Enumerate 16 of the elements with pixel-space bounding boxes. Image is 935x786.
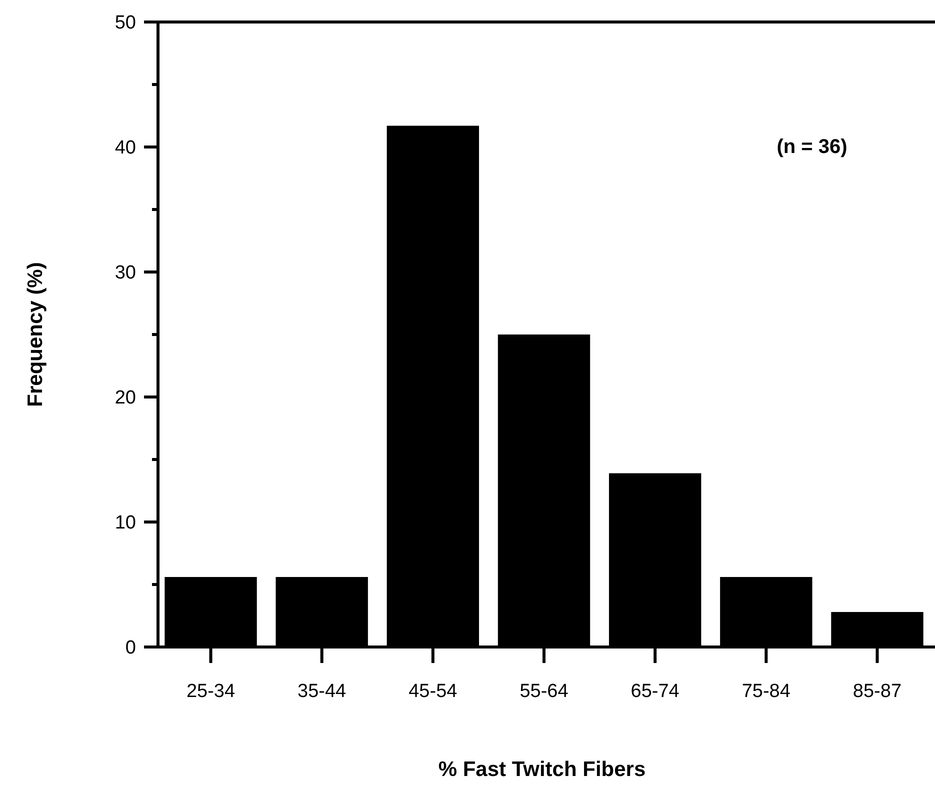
- x-tick-label: 25-34: [186, 681, 236, 702]
- x-tick-label: 65-74: [630, 681, 680, 702]
- y-tick-label: 40: [114, 138, 136, 159]
- y-tick-label: 0: [125, 638, 136, 659]
- x-tick-label: 55-64: [520, 681, 569, 702]
- x-axis-title: % Fast Twitch Fibers: [438, 758, 646, 781]
- x-tick-label: 45-54: [408, 681, 458, 702]
- y-axis-title: Frequency (%): [24, 262, 47, 407]
- annotation: (n = 36): [776, 136, 848, 158]
- x-tick-label: 75-84: [742, 681, 791, 702]
- y-tick-label: 20: [114, 388, 136, 409]
- y-tick-label: 10: [114, 512, 136, 534]
- y-tick-label: 30: [114, 262, 136, 284]
- x-tick-label: 35-44: [298, 681, 347, 702]
- y-tick-label: 50: [114, 12, 136, 34]
- x-tick-label: 85-87: [852, 681, 902, 702]
